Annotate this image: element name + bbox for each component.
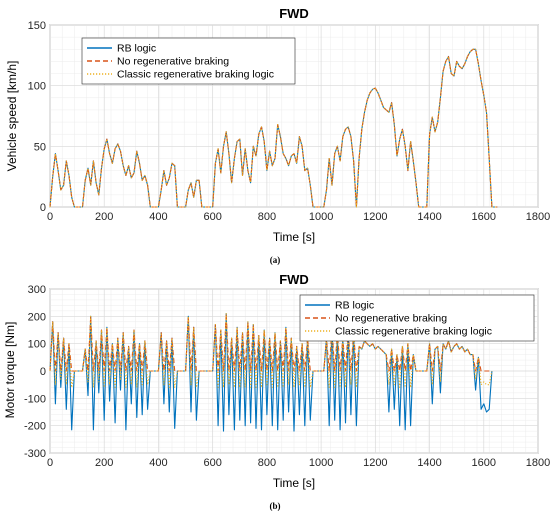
legend-label: No regenerative braking xyxy=(335,313,447,325)
legend-label: RB logic xyxy=(335,300,374,312)
y-tick-label: 100 xyxy=(28,81,46,93)
x-tick-label: 200 xyxy=(95,211,113,223)
legend-box xyxy=(299,294,535,342)
vehicle-speed-chart: FWD 0 200 400 600 800 1000 1200 1400 1600 1800 0 50… xyxy=(5,6,550,265)
x-tick-label: 800 xyxy=(258,457,276,469)
x-tick-label: 1600 xyxy=(472,211,496,223)
legend-box xyxy=(81,37,296,85)
tick-labels: 0 200 400 600 800 1000 1200 1400 1600 1800 0 50 100 1… xyxy=(28,20,550,223)
x-tick-label: 1200 xyxy=(363,211,387,223)
x-tick-label: 400 xyxy=(149,457,167,469)
y-tick-label: 50 xyxy=(34,141,46,153)
x-tick-label: 1000 xyxy=(309,457,333,469)
y-axis-label: Motor torque [Nm] xyxy=(3,322,17,419)
series-lines xyxy=(49,313,493,432)
y-axis-label: Vehicle speed [km/h] xyxy=(5,61,19,172)
x-tick-label: 400 xyxy=(149,211,167,223)
figure-caption: (b) xyxy=(270,501,281,511)
y-tick-label: -300 xyxy=(24,448,46,460)
x-tick-label: 1800 xyxy=(526,211,550,223)
series-line-3 xyxy=(49,313,493,388)
x-axis-label: Time [s] xyxy=(273,230,315,244)
x-tick-label: 1000 xyxy=(309,211,333,223)
x-tick-label: 600 xyxy=(203,457,221,469)
chart-title: FWD xyxy=(279,272,309,287)
x-tick-label: 1400 xyxy=(417,211,441,223)
y-tick-label: -100 xyxy=(24,393,46,405)
y-tick-label: 150 xyxy=(28,20,46,32)
y-tick-label: 200 xyxy=(28,311,46,323)
x-tick-label: 600 xyxy=(203,211,221,223)
x-tick-label: 800 xyxy=(258,211,276,223)
x-tick-label: 1600 xyxy=(472,457,496,469)
chart-title: FWD xyxy=(279,6,309,21)
x-tick-label: 1400 xyxy=(417,457,441,469)
series-lines xyxy=(49,48,498,208)
y-tick-label: -200 xyxy=(24,421,46,433)
x-tick-label: 0 xyxy=(47,457,53,469)
legend-label: Classic regenerative braking logic xyxy=(117,69,274,81)
y-tick-label: 0 xyxy=(40,202,46,214)
tick-labels: 0 200 400 600 800 1000 1200 1400 1600 1800-300-20… xyxy=(24,284,550,469)
x-tick-label: 0 xyxy=(47,211,53,223)
y-tick-label: 100 xyxy=(28,339,46,351)
figure-caption: (a) xyxy=(270,255,281,265)
x-tick-label: 200 xyxy=(95,457,113,469)
x-tick-label: 1800 xyxy=(526,457,550,469)
legend-label: Classic regenerative braking logic xyxy=(335,326,492,338)
motor-torque-chart: FWD 0 200 400 600 800 1000 1200 1400 1600 1800-30… xyxy=(3,272,550,511)
x-axis-label: Time [s] xyxy=(273,476,315,490)
y-tick-label: 0 xyxy=(40,366,46,378)
x-tick-label: 1200 xyxy=(363,457,387,469)
y-tick-label: 300 xyxy=(28,284,46,296)
series-line-3 xyxy=(49,48,498,208)
legend-label: RB logic xyxy=(117,43,156,55)
legend-label: No regenerative braking xyxy=(117,56,229,68)
